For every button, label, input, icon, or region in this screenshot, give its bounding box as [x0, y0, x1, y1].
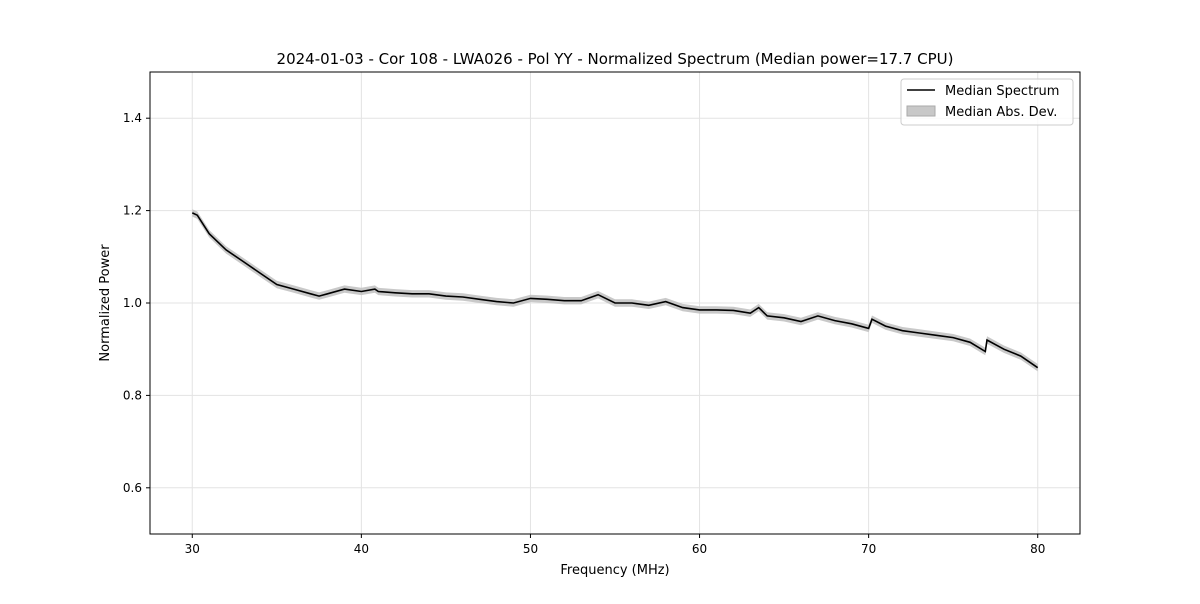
- x-tick-label: 60: [692, 542, 707, 556]
- legend-label-mad: Median Abs. Dev.: [945, 105, 1057, 120]
- y-tick-label: 0.6: [123, 481, 142, 495]
- mad-band: [192, 209, 1038, 372]
- x-tick-label: 80: [1030, 542, 1045, 556]
- x-axis-label: Frequency (MHz): [560, 563, 669, 578]
- y-axis-label: Normalized Power: [98, 244, 113, 362]
- x-tick-label: 50: [523, 542, 538, 556]
- median-spectrum-line: [191, 212, 1039, 369]
- legend-box: [900, 78, 1074, 126]
- legend: Median Spectrum Median Abs. Dev.: [900, 78, 1074, 126]
- y-tick-label: 1.2: [123, 204, 142, 218]
- y-tick-label: 1.4: [123, 111, 142, 125]
- y-tick-label: 0.8: [123, 388, 142, 402]
- x-tick-label: 40: [354, 542, 369, 556]
- legend-band-swatch: [906, 105, 936, 117]
- y-tick-label: 1.0: [123, 296, 142, 310]
- x-tick-label: 70: [861, 542, 876, 556]
- chart-title: 2024-01-03 - Cor 108 - LWA026 - Pol YY -…: [277, 50, 954, 68]
- x-tick-label: 30: [185, 542, 200, 556]
- legend-label-median-spectrum: Median Spectrum: [945, 84, 1059, 99]
